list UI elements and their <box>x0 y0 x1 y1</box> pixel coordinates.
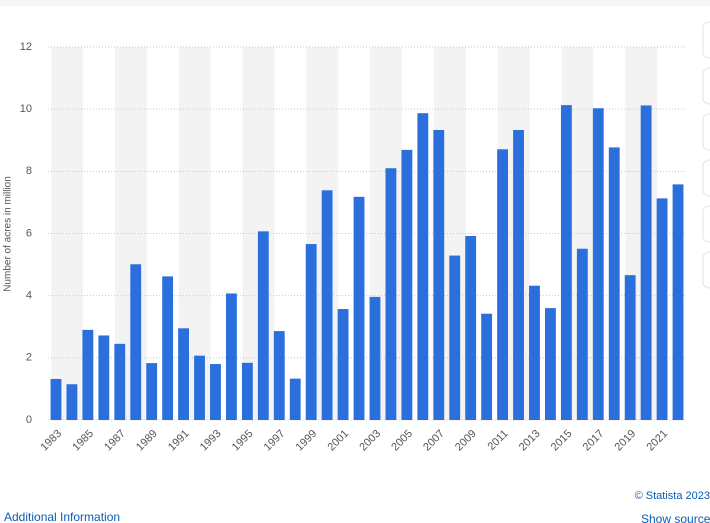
top-strip <box>0 0 710 6</box>
y-tick-label: 10 <box>20 103 32 115</box>
bar <box>337 309 349 420</box>
bar <box>66 384 78 420</box>
x-tick-label: 2007 <box>421 428 447 454</box>
bar <box>162 276 174 420</box>
x-tick-label: 2011 <box>486 428 511 453</box>
tool-button[interactable] <box>702 251 710 289</box>
bar <box>417 113 429 421</box>
y-tick-label: 12 <box>20 41 32 53</box>
bar <box>146 363 158 420</box>
bar <box>82 329 94 420</box>
x-tick-label: 2021 <box>644 428 670 454</box>
x-tick-label: 1999 <box>294 428 320 454</box>
x-tick-label: 1983 <box>38 428 64 454</box>
bar <box>481 313 493 420</box>
x-tick-label: 2005 <box>389 428 415 454</box>
bar <box>401 149 413 420</box>
tool-button[interactable] <box>702 205 710 243</box>
bar <box>656 198 668 420</box>
bar <box>513 129 524 420</box>
bar <box>353 196 365 420</box>
x-tick-label: 2013 <box>517 428 543 454</box>
bar <box>672 184 684 420</box>
x-tick-label: 1995 <box>230 428 256 454</box>
bar <box>273 331 285 420</box>
bar <box>560 105 572 421</box>
bar <box>369 296 381 420</box>
bar <box>576 248 588 420</box>
bar <box>178 328 189 420</box>
bar <box>321 190 333 420</box>
bar <box>114 343 126 420</box>
bar <box>449 255 461 420</box>
x-tick-label: 1985 <box>70 428 96 454</box>
x-tick-label: 2003 <box>357 428 383 454</box>
bar <box>465 235 477 420</box>
x-tick-label: 1989 <box>134 428 160 454</box>
y-tick-label: 4 <box>26 290 32 302</box>
x-tick-label: 1993 <box>198 428 224 454</box>
bar <box>289 378 301 420</box>
bar <box>130 264 142 420</box>
bar <box>194 355 205 420</box>
x-tick-label: 2017 <box>581 428 607 454</box>
tool-button[interactable] <box>702 113 710 151</box>
bar <box>257 231 269 420</box>
bar <box>608 147 620 420</box>
additional-information[interactable]: Additional Information <box>4 510 120 523</box>
credit[interactable]: © Statista 2023 <box>635 490 710 502</box>
x-tick-label: 2019 <box>613 428 639 454</box>
x-tick-label: 2009 <box>453 428 479 454</box>
x-tick-label: 1991 <box>166 428 192 454</box>
bar <box>497 149 508 420</box>
show-source[interactable]: Show source <box>641 512 710 523</box>
tool-button[interactable] <box>702 21 710 59</box>
y-tick-label: 8 <box>26 165 32 177</box>
bar <box>98 335 110 420</box>
tool-button[interactable] <box>702 159 710 197</box>
bar <box>640 105 652 420</box>
y-tick-label: 0 <box>26 414 32 426</box>
bar <box>210 364 221 420</box>
y-axis-label: Number of acres in million <box>3 176 14 292</box>
bar <box>529 285 540 420</box>
x-tick-label: 1987 <box>102 428 128 454</box>
x-tick-label: 2001 <box>325 428 351 454</box>
bar <box>305 244 317 420</box>
bar <box>241 362 253 420</box>
bar <box>226 293 237 420</box>
tool-button[interactable] <box>702 67 710 105</box>
bar <box>50 378 62 420</box>
band <box>51 47 84 420</box>
bar <box>433 129 445 420</box>
bar <box>545 308 556 420</box>
bar <box>592 108 604 421</box>
x-tick-label: 1997 <box>262 428 288 454</box>
y-tick-label: 6 <box>26 227 32 239</box>
x-tick-label: 2015 <box>549 428 575 454</box>
bar <box>385 168 397 420</box>
y-tick-label: 2 <box>26 352 32 364</box>
bar <box>624 275 636 420</box>
